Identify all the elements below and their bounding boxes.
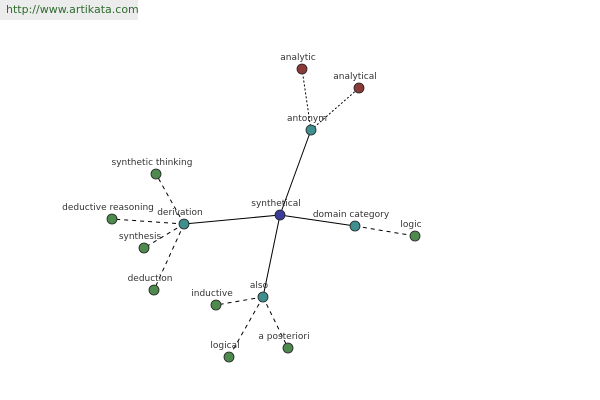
node-label: inductive xyxy=(191,289,233,299)
node xyxy=(148,284,160,296)
node xyxy=(409,230,421,242)
node xyxy=(274,209,286,221)
node xyxy=(223,351,235,363)
node-label: synthesis xyxy=(119,232,162,242)
edge xyxy=(310,87,360,131)
edge xyxy=(279,129,312,216)
node xyxy=(353,82,365,94)
node-label: synthetical xyxy=(251,199,300,209)
node xyxy=(106,213,118,225)
node xyxy=(210,299,222,311)
node-label: deduction xyxy=(128,274,173,284)
edge xyxy=(262,214,281,298)
edge xyxy=(262,296,289,349)
node-label: a posteriori xyxy=(258,332,309,342)
node-label: synthetic thinking xyxy=(112,158,193,168)
node-label: derivation xyxy=(157,208,203,218)
node xyxy=(282,342,294,354)
node xyxy=(305,124,317,136)
node-label: antonym xyxy=(287,114,327,124)
edge xyxy=(111,218,185,225)
edge xyxy=(183,214,281,225)
node xyxy=(257,291,269,303)
node xyxy=(178,218,190,230)
edge xyxy=(155,173,185,225)
node xyxy=(349,220,361,232)
node xyxy=(296,63,308,75)
node-label: also xyxy=(250,281,269,291)
site-url[interactable]: http://www.artikata.com xyxy=(0,0,139,20)
node-label: deductive reasoning xyxy=(62,203,154,213)
node-label: logic xyxy=(400,220,421,230)
node-label: logical xyxy=(210,341,239,351)
edge xyxy=(279,214,356,227)
node-label: analytical xyxy=(333,72,377,82)
node xyxy=(138,242,150,254)
node xyxy=(150,168,162,180)
node-label: analytic xyxy=(280,53,316,63)
edge xyxy=(228,296,264,358)
edge xyxy=(354,225,416,237)
node-label: domain category xyxy=(313,210,390,220)
